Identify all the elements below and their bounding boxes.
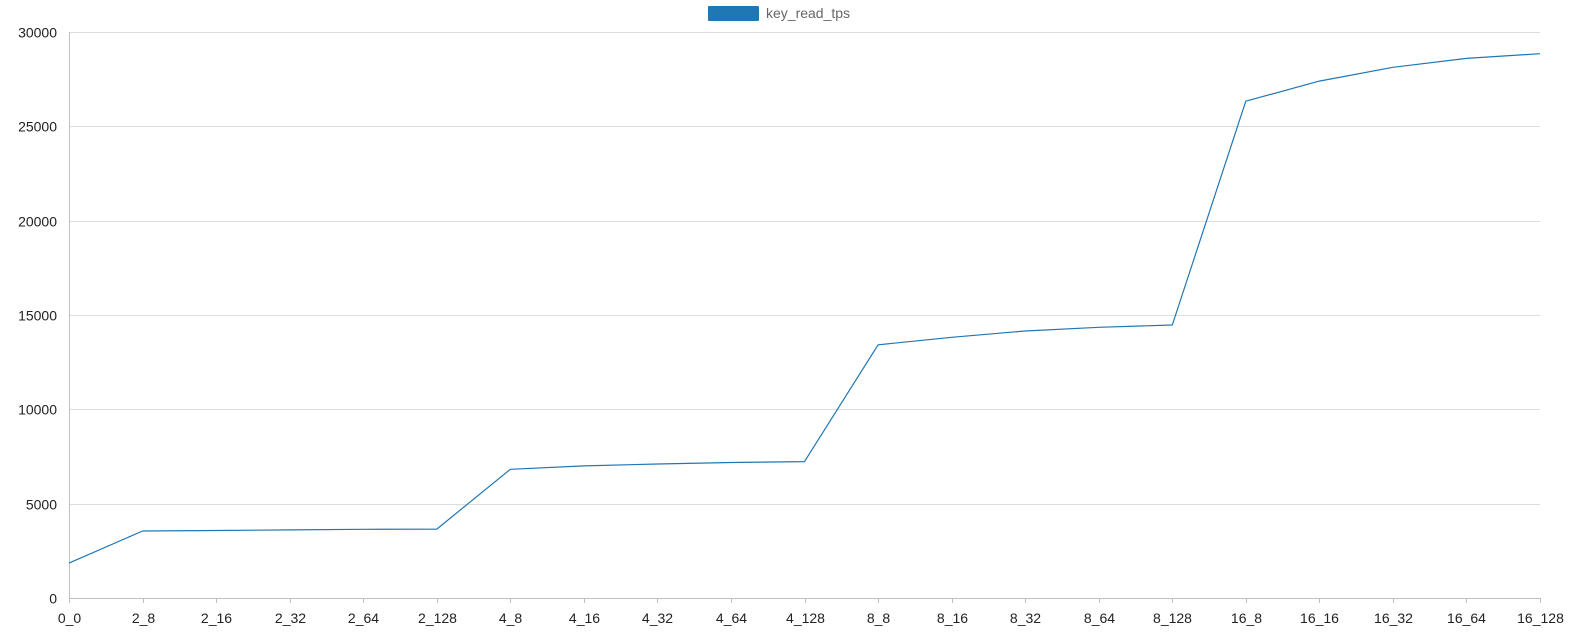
legend-label[interactable]: key_read_tps [766,5,850,21]
x-tick-label: 2_64 [348,610,379,626]
series-layer [68,53,1541,564]
x-tick-label: 16_8 [1231,610,1262,626]
x-tick-label: 16_32 [1374,610,1413,626]
x-tick-label: 2_32 [275,610,306,626]
x-tick-label: 2_8 [132,610,156,626]
y-tick-label: 30000 [18,25,57,41]
series-line [68,53,1541,564]
x-tick-label: 16_16 [1300,610,1339,626]
x-tick-label: 4_64 [716,610,747,626]
legend-swatch[interactable] [708,6,759,21]
axes [69,32,1540,599]
legend[interactable]: key_read_tps [708,5,850,21]
y-tick-label: 25000 [18,119,57,135]
grid-lines [69,32,1540,505]
x-tick-label: 8_64 [1084,610,1115,626]
x-tick-label: 4_32 [642,610,673,626]
x-tick-label: 8_8 [867,610,891,626]
x-tick-label: 8_16 [937,610,968,626]
x-tick-label: 4_128 [786,610,825,626]
x-tick-label: 4_8 [499,610,523,626]
x-tick-label: 2_128 [418,610,457,626]
x-tick-label: 8_128 [1153,610,1192,626]
x-axis-ticks: 0_0 2_8 2_16 2_32 2_64 2_128 4_8 4_16 4_32 4_64 4_… [58,598,1564,626]
y-axis-ticks: 0 5000 10000 15000 20000 25000 30000 [18,25,57,607]
x-tick-label: 16_128 [1517,610,1564,626]
x-tick-label: 4_16 [569,610,600,626]
x-tick-label: 2_16 [201,610,232,626]
x-tick-label: 8_32 [1010,610,1041,626]
y-tick-label: 5000 [26,497,57,513]
x-tick-label: 16_64 [1447,610,1486,626]
y-tick-label: 15000 [18,308,57,324]
y-tick-label: 0 [49,591,57,607]
x-tick-label: 0_0 [58,610,82,626]
y-tick-label: 10000 [18,402,57,418]
y-tick-label: 20000 [18,214,57,230]
